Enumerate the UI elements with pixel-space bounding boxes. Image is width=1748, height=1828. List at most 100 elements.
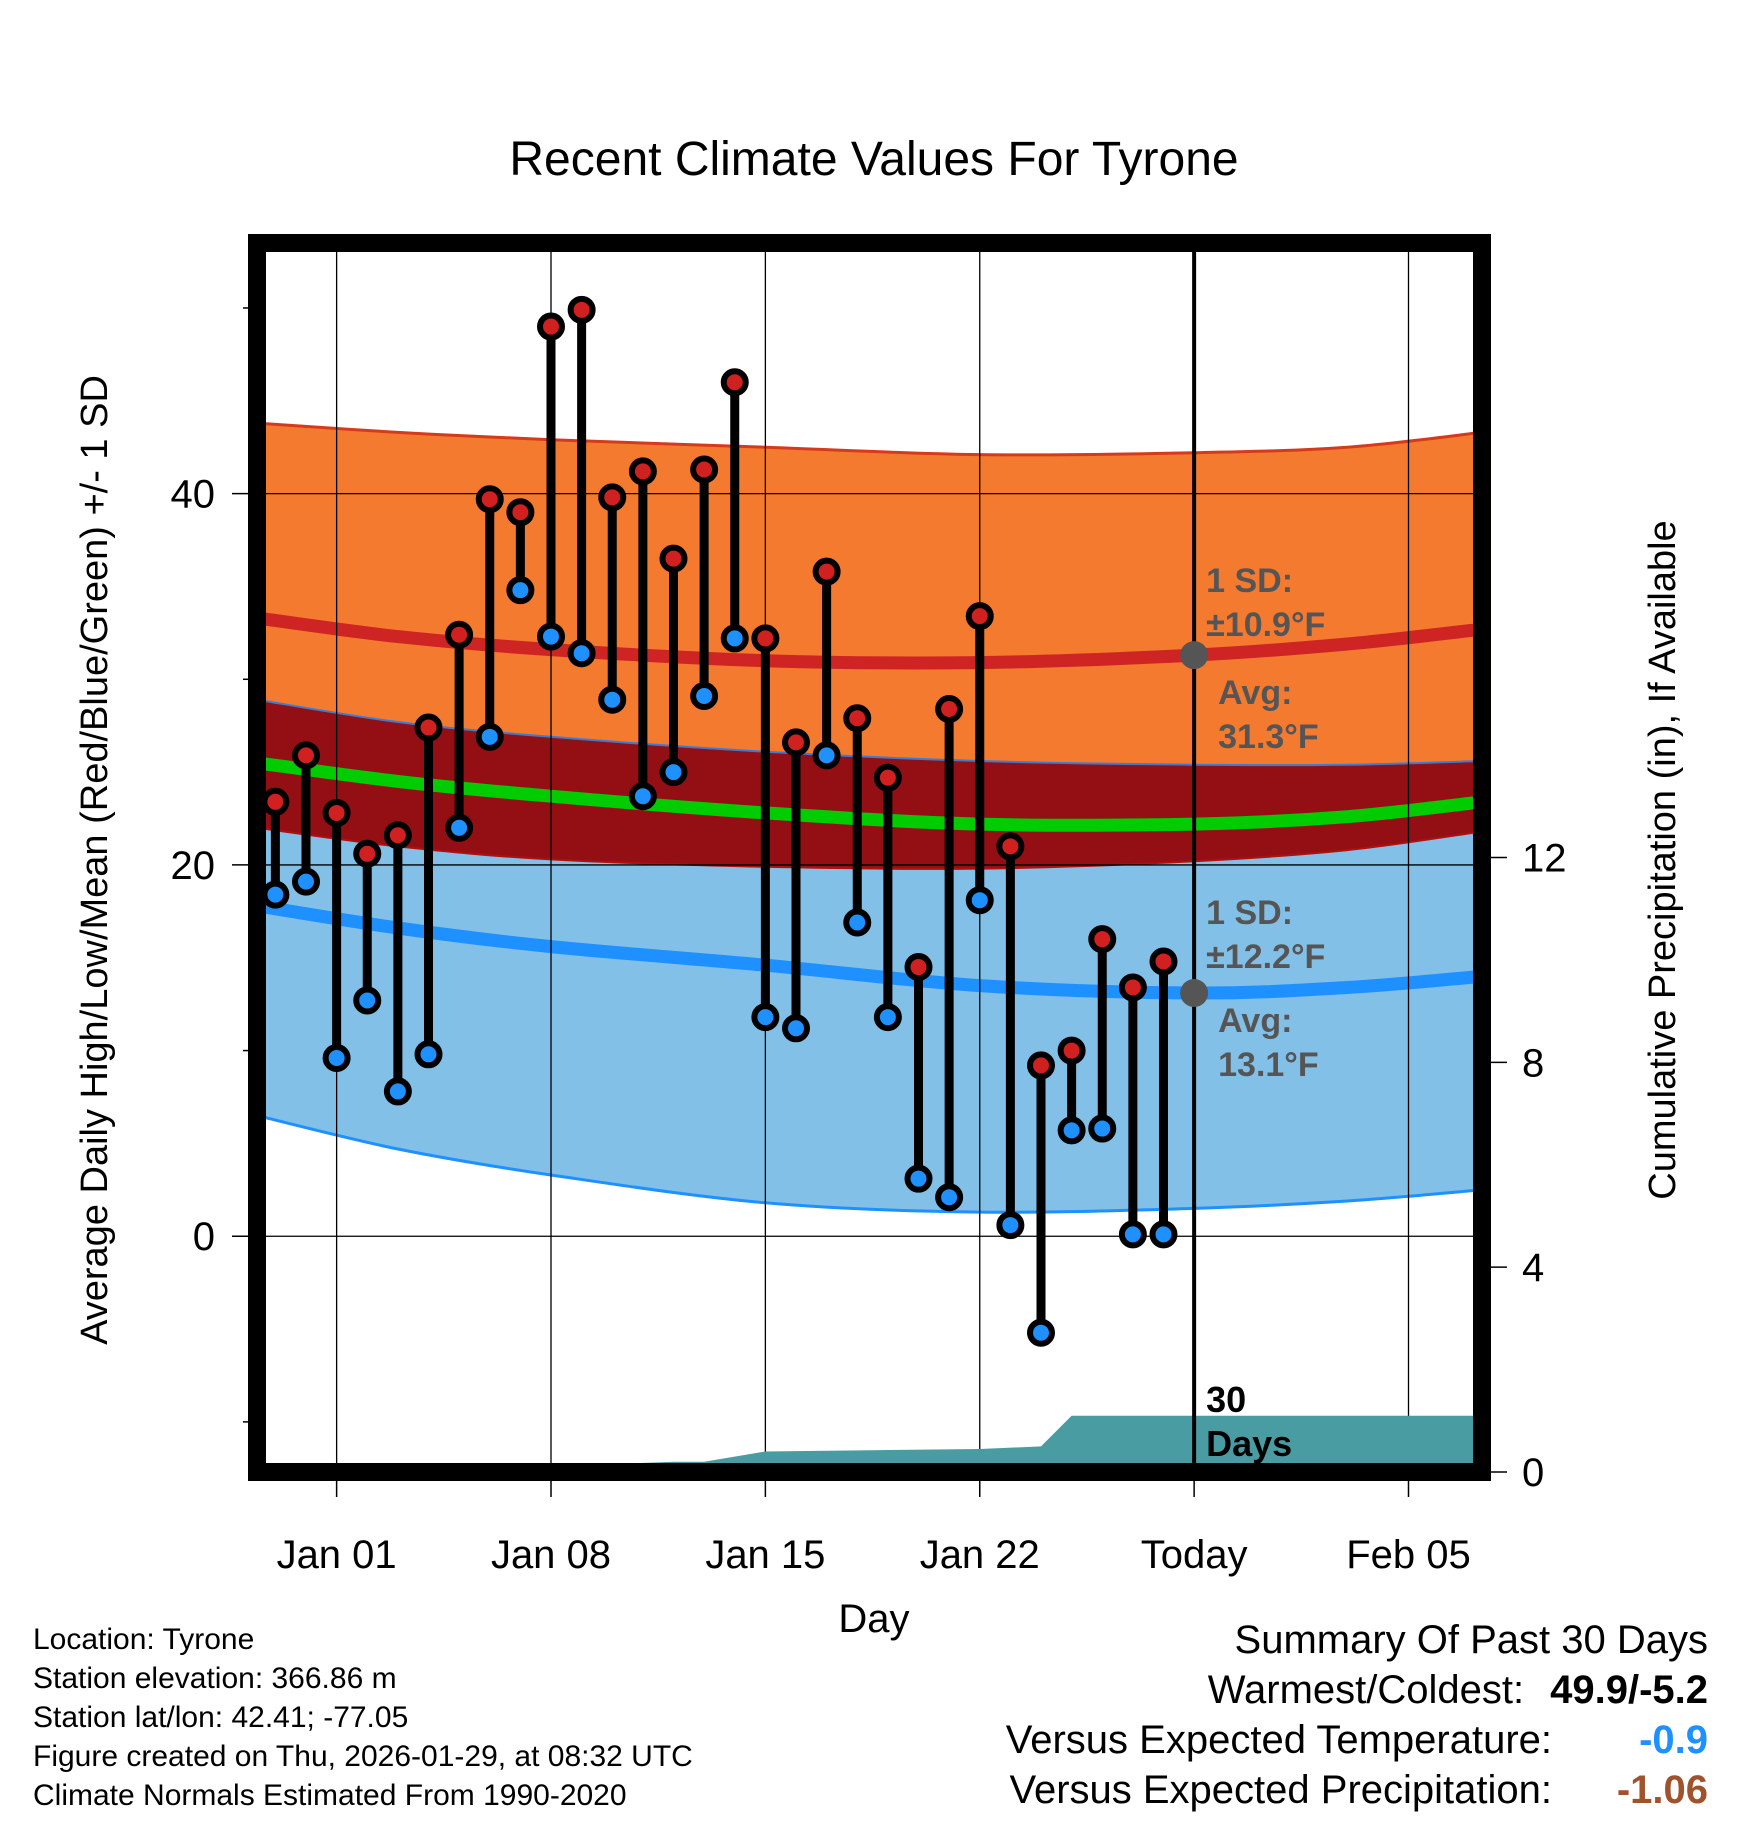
window-label-number: 30 [1206,1379,1246,1420]
chart-title: Recent Climate Values For Tyrone [509,133,1238,186]
low-point [720,624,749,653]
high-mean-line [257,611,1482,670]
footer-created: Figure created on Thu, 2026-01-29, at 08… [33,1740,693,1773]
window-label-days: Days [1206,1423,1292,1464]
low-point [445,813,474,842]
low-point [567,639,596,668]
footer-elevation: Station elevation: 366.86 m [33,1662,397,1695]
summary-warm-cold-label: Warmest/Coldest: [1207,1668,1525,1712]
summary-precip-label: Versus Expected Precipitation: [1009,1768,1552,1812]
low-point [1027,1318,1055,1347]
low-point [1057,1116,1086,1145]
low-avg-value: 13.1°F [1218,1046,1319,1084]
high-point [996,832,1025,861]
low-avg-marker [1180,979,1209,1008]
x-tick-label: Jan 08 [491,1533,611,1577]
low-point [659,758,688,787]
high-point [843,704,872,733]
low-point [782,1014,810,1043]
high-point [812,557,841,586]
high-avg-label: Avg: [1218,674,1292,712]
high-point [1149,947,1178,976]
high-point [292,741,320,770]
low-point [322,1044,351,1073]
low-point [414,1040,443,1069]
low-point [1088,1114,1117,1143]
x-tick-label: Feb 05 [1346,1533,1471,1577]
high-point [1027,1051,1055,1080]
x-tick-label: Jan 15 [705,1533,825,1577]
y-right-tick-label: 12 [1522,837,1567,881]
high-point [567,295,596,324]
low-point [292,867,320,896]
y-left-tick-label: 0 [193,1215,215,1259]
low-point [506,576,535,605]
high-sd-value: ±10.9°F [1206,606,1325,644]
x-tick-label: Jan 01 [277,1533,397,1577]
high-point [628,457,657,486]
low-point [1149,1220,1178,1249]
low-point [353,986,382,1015]
low-sd-lower-line [257,1114,1482,1214]
high-point [965,602,994,631]
precip-area [257,1415,1482,1472]
high-point [475,485,504,514]
low-point [628,782,657,811]
low-point [475,722,504,751]
low-point [598,685,627,714]
high-point [1088,925,1117,954]
high-point [904,953,933,982]
high-avg-marker [1180,641,1209,670]
low-point [843,908,872,937]
low-point [690,681,719,710]
high-point [445,620,474,649]
low-sd-label: 1 SD: [1206,894,1293,932]
y-left-tick-label: 40 [171,473,216,517]
low-point [812,741,841,770]
high-point [353,839,382,868]
high-point [414,713,443,742]
low-sd-value: ±12.2°F [1206,938,1325,976]
summary-temp-value: -0.9 [1639,1718,1708,1762]
low-avg-label: Avg: [1218,1002,1292,1040]
high-sd-upper-line [257,421,1482,457]
footer-location: Location: Tyrone [33,1623,255,1656]
x-tick-label: Jan 22 [920,1533,1040,1577]
high-sd-label: 1 SD: [1206,562,1293,600]
high-point [751,624,780,653]
low-point [261,880,290,909]
high-point [690,455,719,484]
y-left-tick-label: 20 [171,844,216,888]
low-point [537,622,565,651]
y-right-tick-label: 4 [1522,1246,1544,1290]
summary-temp-label: Versus Expected Temperature: [1005,1718,1552,1762]
summary-warm-cold-value: 49.9/-5.2 [1550,1668,1708,1712]
high-point [506,498,535,527]
high-point [1118,973,1147,1002]
high-point [1057,1036,1086,1065]
low-sd-band [257,827,1482,1213]
y-right-tick-label: 8 [1522,1041,1544,1085]
low-point [751,1003,780,1032]
low-point [935,1183,964,1212]
low-point [383,1077,412,1106]
high-point [383,821,412,850]
x-tick-label: Today [1141,1533,1248,1577]
high-point [537,312,565,341]
y-axis-label-left: Average Daily High/Low/Mean (Red/Blue/Gr… [74,375,116,1345]
high-point [659,544,688,573]
high-avg-value: 31.3°F [1218,718,1319,756]
high-point [261,787,290,816]
high-point [322,798,351,827]
y-axis-label-right: Cumulative Precipitation (in), If Availa… [1642,520,1684,1199]
high-point [598,483,627,512]
low-point [1118,1220,1147,1249]
high-point [782,728,810,757]
low-point [904,1164,933,1193]
summary-precip: Versus Expected Precipitation: -1.06 [1009,1768,1708,1813]
high-point [873,763,902,792]
high-point [935,694,964,723]
high-sd-band [257,423,1482,766]
footer-latlon: Station lat/lon: 42.41; -77.05 [33,1701,409,1734]
